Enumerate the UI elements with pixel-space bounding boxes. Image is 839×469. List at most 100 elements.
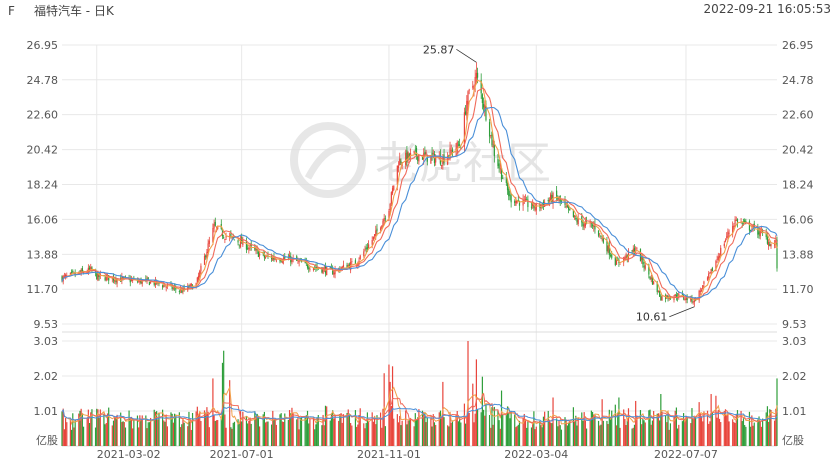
volume-bar <box>229 380 231 446</box>
candle-body <box>389 203 391 211</box>
volume-bar <box>280 413 282 446</box>
candle-body <box>684 298 686 300</box>
vol-unit-label-left: 亿股 <box>36 434 58 447</box>
candle-body <box>547 200 549 202</box>
volume-bar <box>744 425 746 446</box>
candle-body <box>726 236 728 238</box>
candle-body <box>576 219 578 223</box>
candle-body <box>334 269 336 275</box>
y-tick-label-right: 16.06 <box>782 213 814 226</box>
candle-body <box>490 135 492 136</box>
volume-bar <box>541 427 543 446</box>
volume-bar <box>348 413 351 446</box>
volume-bar <box>308 423 310 446</box>
volume-bar <box>518 420 521 446</box>
vol-tick-label-right: 3.03 <box>782 335 807 348</box>
candle-body <box>661 296 663 301</box>
volume-bar <box>617 412 619 446</box>
volume-bar <box>391 366 394 446</box>
y-tick-label-left: 20.42 <box>27 144 59 157</box>
volume-bar <box>708 423 710 446</box>
candle-body <box>418 155 420 162</box>
volume-bar <box>153 409 155 446</box>
candle-body <box>70 271 73 273</box>
candle-body <box>396 165 398 185</box>
candle-body <box>650 277 652 280</box>
candle-body <box>448 155 450 157</box>
candle-body <box>656 282 658 293</box>
volume-bar <box>694 417 697 446</box>
candle-body <box>415 148 418 157</box>
volume-bar <box>256 413 258 446</box>
candle-body <box>708 273 710 279</box>
candle-body <box>279 260 281 262</box>
volume-bar <box>530 427 533 446</box>
ticker-symbol: F <box>8 4 15 18</box>
candle-body <box>681 293 683 295</box>
candle-body <box>399 158 401 166</box>
volume-bar <box>517 424 519 446</box>
candle-body <box>480 80 482 94</box>
volume-bar <box>551 423 553 446</box>
candle-body <box>122 277 124 278</box>
x-tick-label: 2021-07-01 <box>210 448 274 461</box>
volume-bar <box>505 415 507 446</box>
volume-bar <box>74 419 76 446</box>
candle-body <box>97 273 99 281</box>
volume-bar <box>242 411 244 446</box>
volume-bar <box>136 415 139 446</box>
candle-body <box>473 87 475 90</box>
candle-body <box>643 265 645 268</box>
volume-bar <box>473 422 475 446</box>
candle-body <box>524 198 527 202</box>
volume-bar <box>468 412 470 446</box>
candle-body <box>466 100 468 116</box>
candle-body <box>455 148 457 151</box>
y-tick-label-right: 18.24 <box>782 179 814 192</box>
volume-bar <box>116 414 118 446</box>
volume-bar <box>272 410 274 446</box>
candle-body <box>517 199 519 201</box>
volume-bar <box>393 418 395 446</box>
candle-body <box>518 200 521 206</box>
volume-bar <box>720 422 722 446</box>
volume-bar <box>611 410 613 446</box>
candle-body <box>189 284 191 288</box>
volume-bar <box>651 420 654 446</box>
volume-bar <box>565 420 567 446</box>
volume-bar <box>675 407 677 446</box>
candle-body <box>594 223 596 230</box>
candle-body <box>715 260 717 272</box>
candle-body <box>657 291 660 293</box>
volume-bar <box>488 415 491 446</box>
candle-body <box>390 192 392 204</box>
candle-body <box>505 176 507 183</box>
volume-bar <box>262 414 264 446</box>
candle-body <box>590 222 592 224</box>
candle-body <box>397 165 400 169</box>
volume-bar <box>145 415 147 446</box>
volume-bar <box>270 424 273 446</box>
volume-bar <box>601 399 603 446</box>
candle-body <box>516 200 518 203</box>
volume-bar <box>413 426 415 446</box>
volume-bar <box>288 410 291 446</box>
candle-body <box>502 177 504 179</box>
volume-bar <box>484 415 486 446</box>
volume-bar <box>147 422 149 446</box>
volume-bar <box>122 421 124 446</box>
volume-bar <box>768 421 770 446</box>
candle-body <box>582 220 584 226</box>
volume-bar <box>298 429 300 446</box>
volume-bar <box>752 425 754 446</box>
volume-bar <box>367 421 370 446</box>
candle-body <box>551 194 553 203</box>
volume-bar <box>442 381 444 446</box>
candle-body <box>732 226 734 234</box>
volume-bar <box>250 423 252 446</box>
candle-body <box>72 270 74 273</box>
candle-body <box>232 236 234 238</box>
volume-bar <box>199 412 201 446</box>
candle-body <box>316 266 318 269</box>
candle-body <box>717 256 719 260</box>
